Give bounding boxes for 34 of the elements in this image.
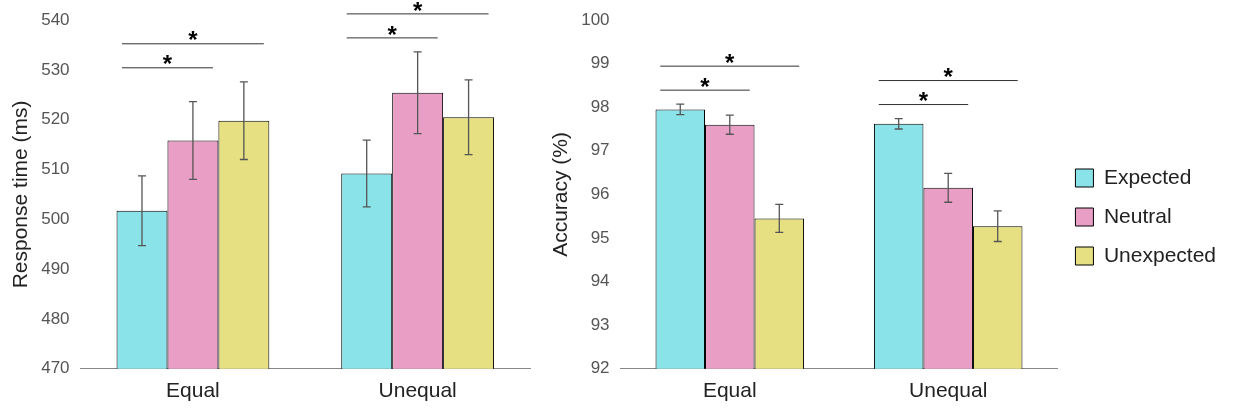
annotation: * bbox=[162, 50, 173, 78]
y-tick-label: 98 bbox=[590, 96, 610, 116]
y-tick-label: 490 bbox=[41, 258, 70, 278]
y-tick-label: 99 bbox=[590, 53, 610, 73]
y-tick-label: 96 bbox=[590, 184, 610, 204]
legend-label: Expected bbox=[1103, 164, 1192, 188]
y-axis-title: Response time (ms) bbox=[8, 100, 32, 289]
x-tick-label: Equal bbox=[166, 378, 220, 402]
x-tick-label: Unequal bbox=[909, 378, 988, 402]
y-tick-label: 92 bbox=[590, 358, 610, 378]
annotation: * bbox=[700, 72, 711, 100]
y-tick-label: 480 bbox=[41, 308, 70, 328]
y-axis-title: Accuracy (%) bbox=[548, 131, 572, 257]
annotation: * bbox=[188, 26, 199, 54]
y-tick-label: 530 bbox=[41, 59, 70, 79]
y-tick-label: 470 bbox=[41, 358, 70, 378]
legend-label: Neutral bbox=[1103, 203, 1172, 227]
y-tick-label: 500 bbox=[41, 209, 70, 228]
annotation: * bbox=[412, 0, 423, 24]
y-tick-label: 94 bbox=[590, 271, 610, 291]
y-tick-label: 95 bbox=[590, 227, 610, 247]
y-tick-label: 540 bbox=[41, 9, 70, 29]
annotation: * bbox=[943, 63, 954, 91]
y-tick-label: 510 bbox=[41, 159, 70, 179]
y-tick-label: 520 bbox=[41, 109, 70, 129]
y-tick-label: 100 bbox=[581, 9, 610, 29]
x-tick-label: Equal bbox=[702, 378, 757, 402]
y-tick-label: 97 bbox=[590, 140, 610, 160]
y-tick-label: 93 bbox=[590, 314, 610, 334]
legend-label: Unexpected bbox=[1103, 242, 1216, 266]
annotation: * bbox=[918, 87, 929, 115]
annotation: * bbox=[725, 48, 736, 76]
x-tick-label: Unequal bbox=[378, 378, 457, 402]
annotation: * bbox=[387, 20, 398, 48]
